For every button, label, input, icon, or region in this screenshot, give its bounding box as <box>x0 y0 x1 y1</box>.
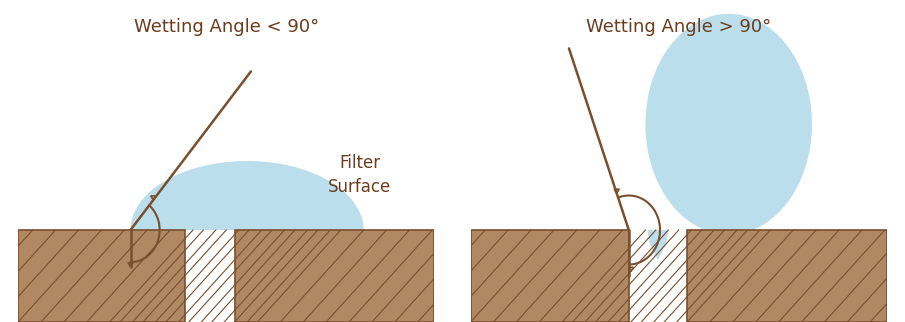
Bar <box>687 230 887 322</box>
Polygon shape <box>648 230 668 260</box>
Text: Wetting Angle > 90°: Wetting Angle > 90° <box>586 18 771 36</box>
Polygon shape <box>645 14 812 235</box>
Text: Filter
Surface: Filter Surface <box>328 154 391 195</box>
Bar <box>471 230 629 322</box>
Bar <box>234 230 434 322</box>
Bar <box>18 230 185 322</box>
Text: Wetting Angle < 90°: Wetting Angle < 90° <box>134 18 319 36</box>
Polygon shape <box>130 161 364 230</box>
Polygon shape <box>185 230 234 252</box>
